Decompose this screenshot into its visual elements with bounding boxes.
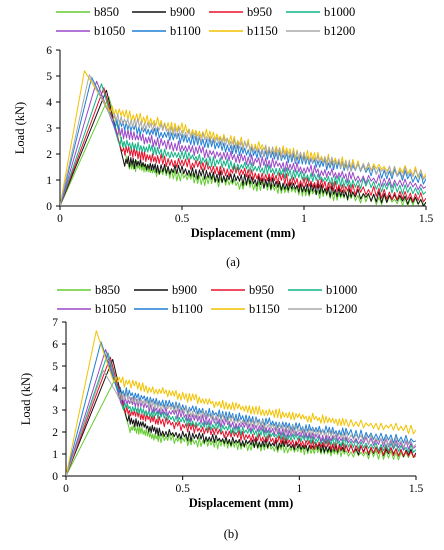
panel-label: (a) (226, 255, 240, 269)
legend-label-b950: b950 (247, 5, 272, 19)
x-tick-label: 0 (63, 483, 69, 495)
legend-label-b1100: b1100 (172, 302, 203, 316)
legend-label-b1000: b1000 (324, 5, 355, 19)
legend-label-b1000: b1000 (326, 283, 357, 297)
legend-label-b1100: b1100 (170, 24, 201, 38)
legend-label-b850: b850 (95, 283, 120, 297)
series-line-b1050 (66, 349, 416, 476)
y-tick-label: 4 (46, 97, 52, 109)
y-tick-label: 2 (46, 149, 52, 161)
legend-label-b1200: b1200 (324, 24, 355, 38)
series-line-b1200 (66, 369, 416, 476)
y-axis-title: Load (kN) (19, 373, 33, 425)
y-tick-label: 0 (46, 201, 52, 213)
chart-panel-a: b850 b900 b950 b1000 b1050 b1100 b1150 b1200 0 1 2… (13, 5, 433, 269)
legend-label-b900: b900 (170, 5, 195, 19)
legend-label-b1200: b1200 (326, 302, 357, 316)
y-tick-label: 3 (52, 405, 58, 417)
y-tick-label: 1 (52, 449, 58, 461)
legend-label-b1150: b1150 (249, 302, 280, 316)
series-line-b1000 (60, 83, 426, 206)
x-axis-title: Displacement (mm) (191, 226, 296, 240)
y-tick-label: 6 (46, 45, 52, 57)
legend-label-b1150: b1150 (247, 24, 278, 38)
x-tick-label: 0.5 (175, 213, 190, 225)
y-tick-label: 1 (46, 175, 52, 187)
y-tick-label: 0 (52, 471, 58, 483)
legend-label-b1050: b1050 (95, 302, 126, 316)
x-tick-label: 1.5 (409, 483, 424, 495)
x-tick-label: 1 (296, 483, 302, 495)
y-tick-label: 5 (52, 361, 58, 373)
series-line-b1050 (60, 80, 426, 206)
x-tick-label: 1.5 (419, 213, 434, 225)
chart-panel-b: b850 b900 b950 b1000 b1050 b1100 b1150 b1200 0 1 2… (19, 283, 423, 541)
y-tick-label: 6 (52, 339, 58, 351)
legend-label-b950: b950 (249, 283, 274, 297)
series-line-b900 (60, 89, 426, 206)
series-line-b950 (66, 356, 416, 476)
y-tick-label: 7 (52, 317, 58, 329)
x-tick-label: 1 (301, 213, 307, 225)
x-tick-label: 0 (57, 213, 63, 225)
x-tick-label: 0.5 (175, 483, 190, 495)
y-axis-title: Load (kN) (13, 102, 27, 154)
y-tick-label: 5 (46, 71, 52, 83)
series-line-b1200 (60, 74, 426, 206)
series-line-b1150 (66, 330, 416, 476)
y-tick-label: 2 (52, 427, 58, 439)
panel-label: (b) (224, 527, 239, 541)
series-line-b1100 (66, 341, 416, 476)
y-tick-label: 3 (46, 123, 52, 135)
legend-label-b1050: b1050 (94, 24, 125, 38)
series-line-b1000 (66, 352, 416, 476)
y-tick-label: 4 (52, 383, 58, 395)
legend-label-b900: b900 (172, 283, 197, 297)
x-axis-title: Displacement (mm) (189, 496, 294, 510)
legend-label-b850: b850 (94, 5, 119, 19)
series-line-b850 (66, 378, 416, 476)
series-line-b950 (60, 87, 426, 206)
